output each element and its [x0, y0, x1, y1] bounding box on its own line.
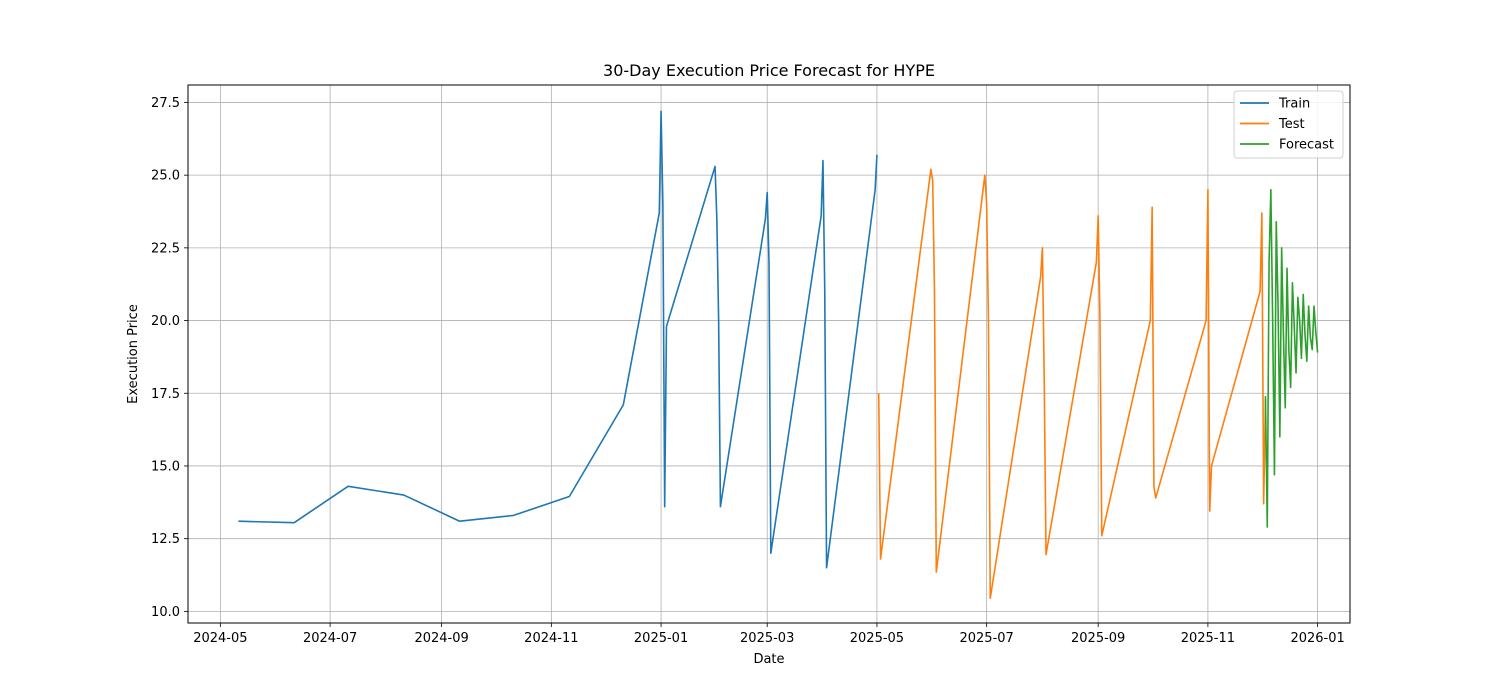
legend-box	[1233, 90, 1344, 159]
plot-frame	[187, 84, 1351, 624]
y-tick-label: 25.0	[151, 169, 180, 184]
series-line-forecast	[1264, 188, 1319, 528]
y-axis-ticks: 10.0 12.5 15.0 17.5 20.0 22.5 25.0 27.5	[151, 96, 188, 620]
x-tick-label: 2025-01	[634, 631, 688, 646]
x-axis-ticks: 2024-05 2024-07 2024-09 2024-11 2025-01 2025-…	[193, 623, 1345, 646]
series-line-train	[238, 110, 878, 569]
chart-title: 30-Day Execution Price Forecast for HYPE	[603, 61, 935, 80]
y-tick-label: 15.0	[151, 459, 180, 474]
y-tick-label: 20.0	[151, 314, 180, 329]
x-tick-label: 2024-05	[193, 631, 247, 646]
y-axis-title: Execution Price	[126, 304, 141, 404]
x-tick-label: 2024-11	[524, 631, 578, 646]
x-tick-label: 2024-09	[414, 631, 468, 646]
x-tick-label: 2025-11	[1181, 631, 1235, 646]
x-axis-title: Date	[753, 652, 784, 667]
legend-label-train: Train	[1278, 97, 1310, 112]
x-tick-label: 2025-03	[740, 631, 794, 646]
y-tick-label: 17.5	[151, 387, 180, 402]
x-tick-label: 2026-01	[1290, 631, 1344, 646]
legend: Train Test Forecast	[1233, 90, 1344, 159]
grid	[188, 85, 1350, 623]
x-tick-label: 2025-05	[850, 631, 904, 646]
y-tick-label: 27.5	[151, 96, 180, 111]
x-tick-label: 2025-09	[1071, 631, 1125, 646]
legend-label-test: Test	[1278, 117, 1305, 132]
y-tick-label: 10.0	[151, 605, 180, 620]
y-tick-label: 22.5	[151, 241, 180, 256]
series-lines	[238, 110, 1319, 600]
legend-label-forecast: Forecast	[1279, 138, 1334, 153]
x-tick-label: 2025-07	[959, 631, 1013, 646]
y-tick-label: 12.5	[151, 532, 180, 547]
x-tick-label: 2024-07	[303, 631, 357, 646]
series-line-test	[877, 168, 1267, 600]
